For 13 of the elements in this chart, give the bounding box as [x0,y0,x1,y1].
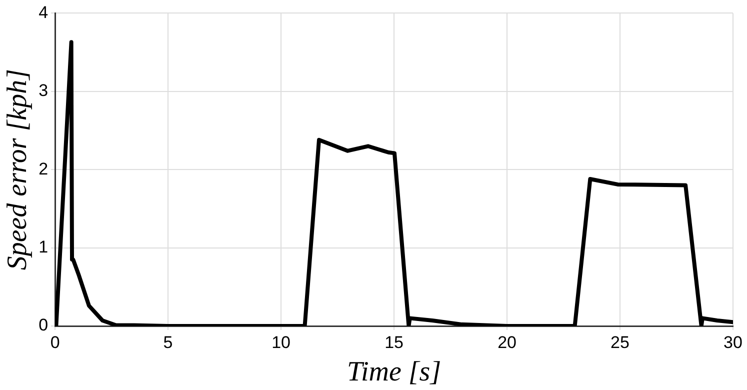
x-tick-label: 10 [272,332,290,352]
y-tick-label: 0 [38,316,48,335]
y-axis-title: Speed error [kph] [2,69,34,270]
x-tick-label: 30 [724,332,742,352]
x-tick-label: 25 [610,332,630,352]
y-tick-label: 4 [38,2,48,22]
x-tick-label: 15 [384,332,404,352]
x-tick-label: 5 [163,332,173,352]
y-tick-label: 2 [38,159,48,178]
x-axis-title: Time [s] [346,356,442,388]
x-tick-label: 20 [498,332,516,352]
y-tick-label: 3 [38,81,48,100]
y-tick-label: 1 [38,237,48,256]
